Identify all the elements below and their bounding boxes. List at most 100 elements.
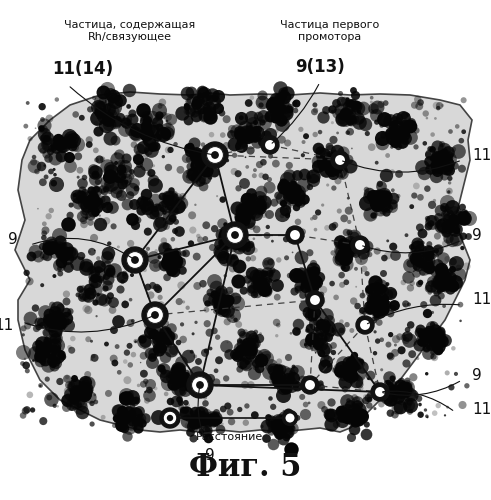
Point <box>282 106 290 114</box>
Point <box>53 313 61 321</box>
Point <box>26 134 34 142</box>
Point <box>345 412 353 420</box>
Point <box>355 114 362 122</box>
Point <box>137 206 145 214</box>
Point <box>244 134 252 142</box>
Point <box>58 143 66 151</box>
Point <box>460 128 467 136</box>
Point <box>35 339 43 347</box>
Point <box>271 114 279 122</box>
Point <box>294 218 302 226</box>
Point <box>374 337 382 345</box>
Point <box>311 130 319 138</box>
Point <box>383 300 391 308</box>
Point <box>365 306 373 314</box>
Point <box>144 228 152 235</box>
Point <box>285 202 293 210</box>
Point <box>220 297 228 305</box>
Point <box>51 316 59 324</box>
Point <box>182 101 190 109</box>
Point <box>66 390 74 398</box>
Point <box>275 376 283 384</box>
Point <box>96 220 104 228</box>
Point <box>415 328 423 336</box>
Point <box>283 89 291 97</box>
Point <box>451 278 459 286</box>
Point <box>160 236 168 244</box>
Point <box>381 192 389 200</box>
Point <box>424 214 432 222</box>
Point <box>334 129 342 137</box>
Point <box>453 122 461 130</box>
Point <box>176 166 184 174</box>
Point <box>159 130 166 138</box>
Point <box>191 352 199 360</box>
Point <box>200 112 208 120</box>
Point <box>439 254 447 262</box>
Point <box>80 220 88 228</box>
Point <box>66 344 74 351</box>
Point <box>420 264 428 272</box>
Point <box>441 144 449 152</box>
Point <box>181 386 189 394</box>
Point <box>389 194 397 202</box>
Point <box>211 420 219 428</box>
Point <box>150 330 158 338</box>
Point <box>104 281 111 289</box>
Point <box>171 227 179 235</box>
Point <box>94 270 102 278</box>
Point <box>199 103 207 111</box>
Point <box>37 346 45 354</box>
Point <box>415 258 423 266</box>
Point <box>221 228 229 236</box>
Point <box>267 426 274 434</box>
Point <box>121 394 129 402</box>
Point <box>84 306 92 314</box>
Point <box>340 414 348 422</box>
Point <box>281 384 289 392</box>
Point <box>223 318 231 326</box>
Point <box>357 242 365 250</box>
Point <box>41 346 49 354</box>
Point <box>56 139 64 147</box>
Point <box>183 369 191 377</box>
Point <box>330 157 338 165</box>
Point <box>263 201 271 209</box>
Point <box>290 366 298 374</box>
Point <box>398 394 406 402</box>
Point <box>129 317 136 325</box>
Point <box>241 350 249 358</box>
Point <box>254 200 262 207</box>
Circle shape <box>196 381 204 389</box>
Point <box>366 302 374 310</box>
Point <box>423 412 431 420</box>
Point <box>134 424 142 432</box>
Point <box>431 331 438 339</box>
Point <box>318 350 326 358</box>
Point <box>92 184 100 192</box>
Point <box>358 291 366 299</box>
Point <box>249 254 257 262</box>
Point <box>64 321 72 329</box>
Point <box>165 204 173 212</box>
Point <box>343 363 351 371</box>
Point <box>222 239 230 247</box>
Point <box>393 114 401 122</box>
Point <box>179 382 187 390</box>
Point <box>82 208 90 216</box>
Point <box>336 96 344 104</box>
Point <box>309 176 317 184</box>
Point <box>45 394 53 402</box>
Point <box>343 320 351 328</box>
Point <box>190 157 197 165</box>
Point <box>341 263 349 271</box>
Point <box>40 250 48 258</box>
Circle shape <box>222 222 248 248</box>
Point <box>286 272 294 280</box>
Point <box>104 84 111 92</box>
Point <box>413 338 421 346</box>
Point <box>168 261 176 269</box>
Point <box>81 189 88 197</box>
Point <box>237 114 245 122</box>
Point <box>185 144 193 152</box>
